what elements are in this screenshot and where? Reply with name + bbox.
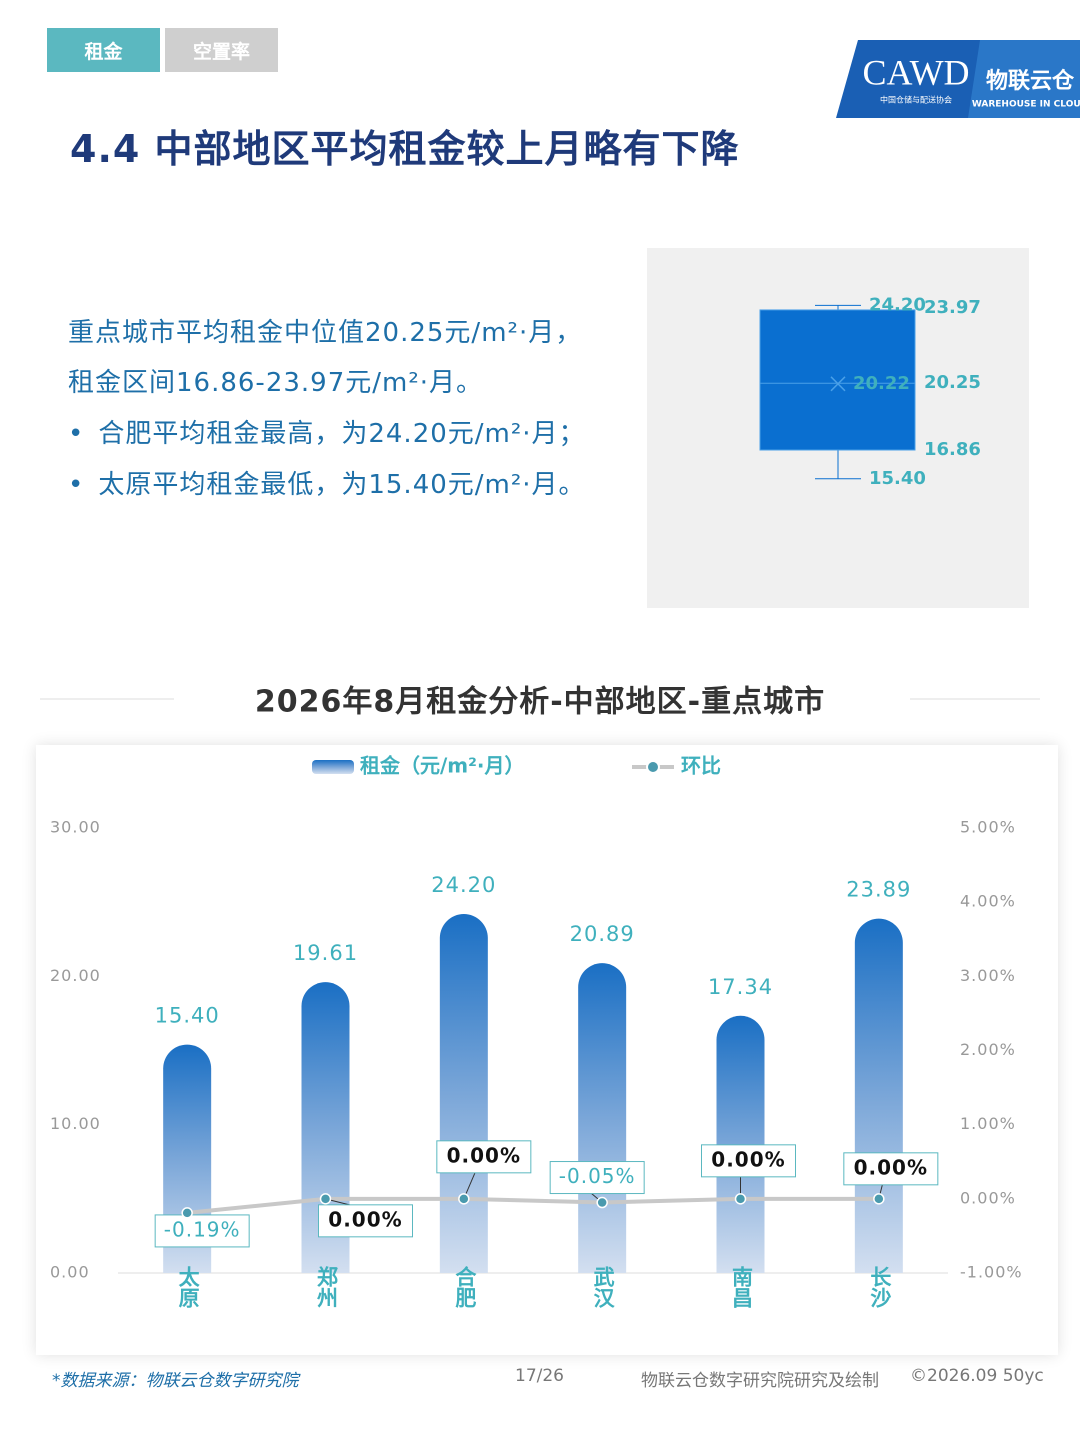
y-tick-label: 10.00: [50, 1114, 101, 1133]
copyright: ©2026.09 50yc: [910, 1366, 1044, 1386]
x-tick-label: 南昌: [730, 1265, 754, 1308]
summary-bullet: 合肥平均租金最高，为24.20元/m²·月；: [68, 413, 586, 450]
bar-value-label: 20.89: [570, 922, 635, 946]
x-tick-label: 郑州: [315, 1266, 339, 1308]
line-point: [181, 1207, 193, 1219]
box-label: 23.97: [924, 297, 981, 318]
bar: [439, 914, 488, 1273]
line-label-box: [549, 1161, 645, 1195]
line-value-label: 0.00%: [328, 1207, 402, 1231]
title-bg: [174, 675, 910, 731]
y-tick-label: 20.00: [50, 966, 101, 985]
logo-sub: 中国仓储与配送协会: [880, 95, 952, 105]
line-value-label: -0.05%: [559, 1164, 636, 1188]
line-label-box: [436, 1140, 532, 1174]
legend-label: 租金（元/m²·月）: [360, 754, 525, 778]
tab[interactable]: 空置率: [165, 28, 278, 72]
line-point: [596, 1196, 608, 1209]
bar-value-label: 23.89: [846, 878, 911, 902]
line-point: [319, 1193, 332, 1205]
legend-swatch: [312, 760, 354, 774]
credit: 物联云仓数字研究院研究及绘制: [641, 1371, 879, 1391]
bar-value-label: 19.61: [293, 941, 358, 965]
y2-tick-label: 1.00%: [960, 1114, 1016, 1133]
bar-value-label: 17.34: [708, 975, 773, 999]
line-label-box: [701, 1144, 796, 1178]
line: [186, 1196, 879, 1215]
line-value-label: 0.00%: [711, 1147, 785, 1171]
summary-bullet: 太原平均租金最低，为15.40元/m²·月。: [68, 464, 586, 501]
line-label-box: [318, 1204, 413, 1238]
tab[interactable]: 租金: [47, 28, 160, 72]
logo: CAWD 中国仓储与配送协会 物联云仓 WAREHOUSE IN CLOUD: [836, 40, 1080, 118]
chart-title-bar: 2026年8月租金分析-中部地区-重点城市: [40, 675, 1040, 731]
line-value-label: -0.19%: [164, 1217, 241, 1241]
y2-tick-label: -1.00%: [960, 1263, 1023, 1282]
x-tick-label: 合肥: [453, 1265, 477, 1309]
summary-line: 重点城市平均租金中位值20.25元/m²·月，: [68, 318, 583, 348]
x-tick-label: 武汉: [591, 1266, 615, 1309]
line-label-box: [843, 1152, 939, 1186]
box-panel: 24.20 23.97 20.22 20.25 16.86 15.40: [647, 248, 1029, 608]
box-label: 20.25: [924, 372, 981, 393]
bar-value-label: 24.20: [431, 873, 496, 897]
bar: [578, 963, 627, 1273]
y2-tick-label: 5.00%: [960, 818, 1016, 837]
y2-tick-label: 2.00%: [960, 1040, 1016, 1059]
y-tick-label: 30.00: [50, 818, 101, 837]
box-label: 24.20: [869, 294, 926, 315]
box: [759, 309, 916, 451]
line-point: [873, 1193, 885, 1205]
line-value-label: 0.00%: [854, 1155, 928, 1179]
y2-tick-label: 3.00%: [960, 966, 1016, 985]
chart-card: 0.00 10.00 20.00 30.00 -1.00% 0.00% 1.00% 2.00%…: [36, 745, 1058, 1355]
page-title: 4.4 中部地区平均租金较上月略有下降: [70, 127, 740, 171]
source: *数据来源：物联云仓数字研究院: [52, 1371, 299, 1391]
logo-bg: [968, 40, 1080, 118]
x-tick-label: 长沙: [868, 1266, 892, 1308]
legend-label: 环比: [681, 754, 721, 778]
legend-swatch: [646, 760, 660, 774]
y2-tick-label: 4.00%: [960, 892, 1016, 911]
page-number: 17/26: [515, 1366, 564, 1386]
mean-marker: [830, 376, 846, 392]
y-tick-label: 0.00: [50, 1263, 90, 1282]
line-label-box: [154, 1214, 250, 1248]
logo-brand: 物联云仓: [986, 68, 1075, 94]
y2-tick-label: 0.00%: [960, 1188, 1016, 1207]
line-point: [458, 1193, 470, 1205]
line-value-label: 0.00%: [447, 1143, 521, 1167]
bar-value-label: 15.40: [155, 1004, 220, 1028]
box-label: 20.22: [853, 373, 910, 394]
logo-brand-sub: WAREHOUSE IN CLOUD: [972, 100, 1080, 110]
summary-line: 租金区间16.86-23.97元/m²·月。: [68, 368, 484, 398]
x-tick-label: 太原: [176, 1266, 200, 1308]
chart: 0.00 10.00 20.00 30.00 -1.00% 0.00% 1.00% 2.00%…: [50, 754, 1023, 1310]
bar: [854, 918, 903, 1273]
chart-title: 2026年8月租金分析-中部地区-重点城市: [255, 685, 825, 720]
line-point: [734, 1193, 747, 1205]
box-label: 16.86: [924, 439, 981, 460]
box-label: 15.40: [869, 468, 926, 489]
logo-main: CAWD: [862, 52, 969, 92]
